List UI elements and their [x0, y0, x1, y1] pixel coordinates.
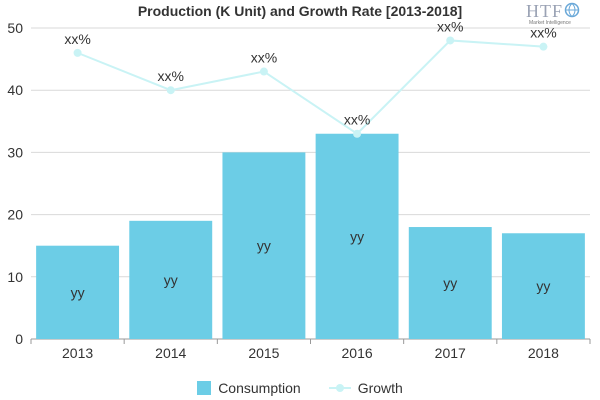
chart-title: Production (K Unit) and Growth Rate [201…	[137, 3, 463, 19]
growth-point	[73, 48, 82, 57]
htf-logo: HTF Market Intelligence	[526, 1, 584, 29]
growth-point	[353, 129, 362, 138]
y-tick-label: 10	[7, 269, 23, 285]
bar-consumption	[501, 233, 585, 339]
growth-data-label: xx%	[437, 18, 463, 34]
bar-data-label: yy	[71, 284, 85, 300]
legend: Consumption Growth	[0, 380, 600, 396]
bar-data-label: yy	[536, 278, 550, 294]
legend-item-consumption[interactable]: Consumption	[197, 380, 301, 396]
x-tick-label: 2015	[248, 345, 279, 361]
growth-data-label: xx%	[64, 31, 90, 47]
y-tick-label: 0	[15, 331, 23, 347]
x-tick-label: 2016	[342, 345, 373, 361]
legend-label-consumption: Consumption	[218, 380, 301, 396]
bar-consumption	[408, 227, 492, 339]
growth-data-label: xx%	[344, 112, 370, 128]
y-tick-label: 30	[7, 144, 23, 160]
growth-data-label: xx%	[530, 25, 556, 41]
bar-data-label: yy	[443, 275, 457, 291]
bar-data-label: yy	[350, 228, 364, 244]
growth-point	[166, 86, 175, 95]
growth-swatch	[328, 381, 351, 395]
bar-consumption	[222, 152, 306, 339]
x-tick-label: 2014	[155, 345, 186, 361]
x-tick-label: 2013	[62, 345, 93, 361]
legend-item-growth[interactable]: Growth	[328, 380, 403, 396]
growth-point	[539, 42, 548, 51]
bar-data-label: yy	[257, 238, 271, 254]
growth-point	[259, 67, 268, 76]
growth-data-label: xx%	[251, 50, 277, 66]
logo-subtext: Market Intelligence	[529, 20, 571, 26]
y-tick-label: 50	[7, 20, 23, 36]
bar-consumption	[36, 245, 120, 339]
y-tick-label: 40	[7, 82, 23, 98]
growth-point	[446, 36, 455, 45]
growth-data-label: xx%	[158, 68, 184, 84]
consumption-swatch	[197, 381, 212, 395]
y-tick-label: 20	[7, 207, 23, 223]
legend-label-growth: Growth	[357, 380, 403, 396]
bar-consumption	[129, 220, 213, 339]
globe-icon	[564, 2, 580, 18]
logo-text: HTF	[526, 1, 564, 21]
x-tick-label: 2018	[528, 345, 559, 361]
bar-consumption	[315, 133, 399, 339]
x-tick-label: 2017	[435, 345, 466, 361]
growth-line	[77, 39, 544, 136]
bar-data-label: yy	[164, 272, 178, 288]
